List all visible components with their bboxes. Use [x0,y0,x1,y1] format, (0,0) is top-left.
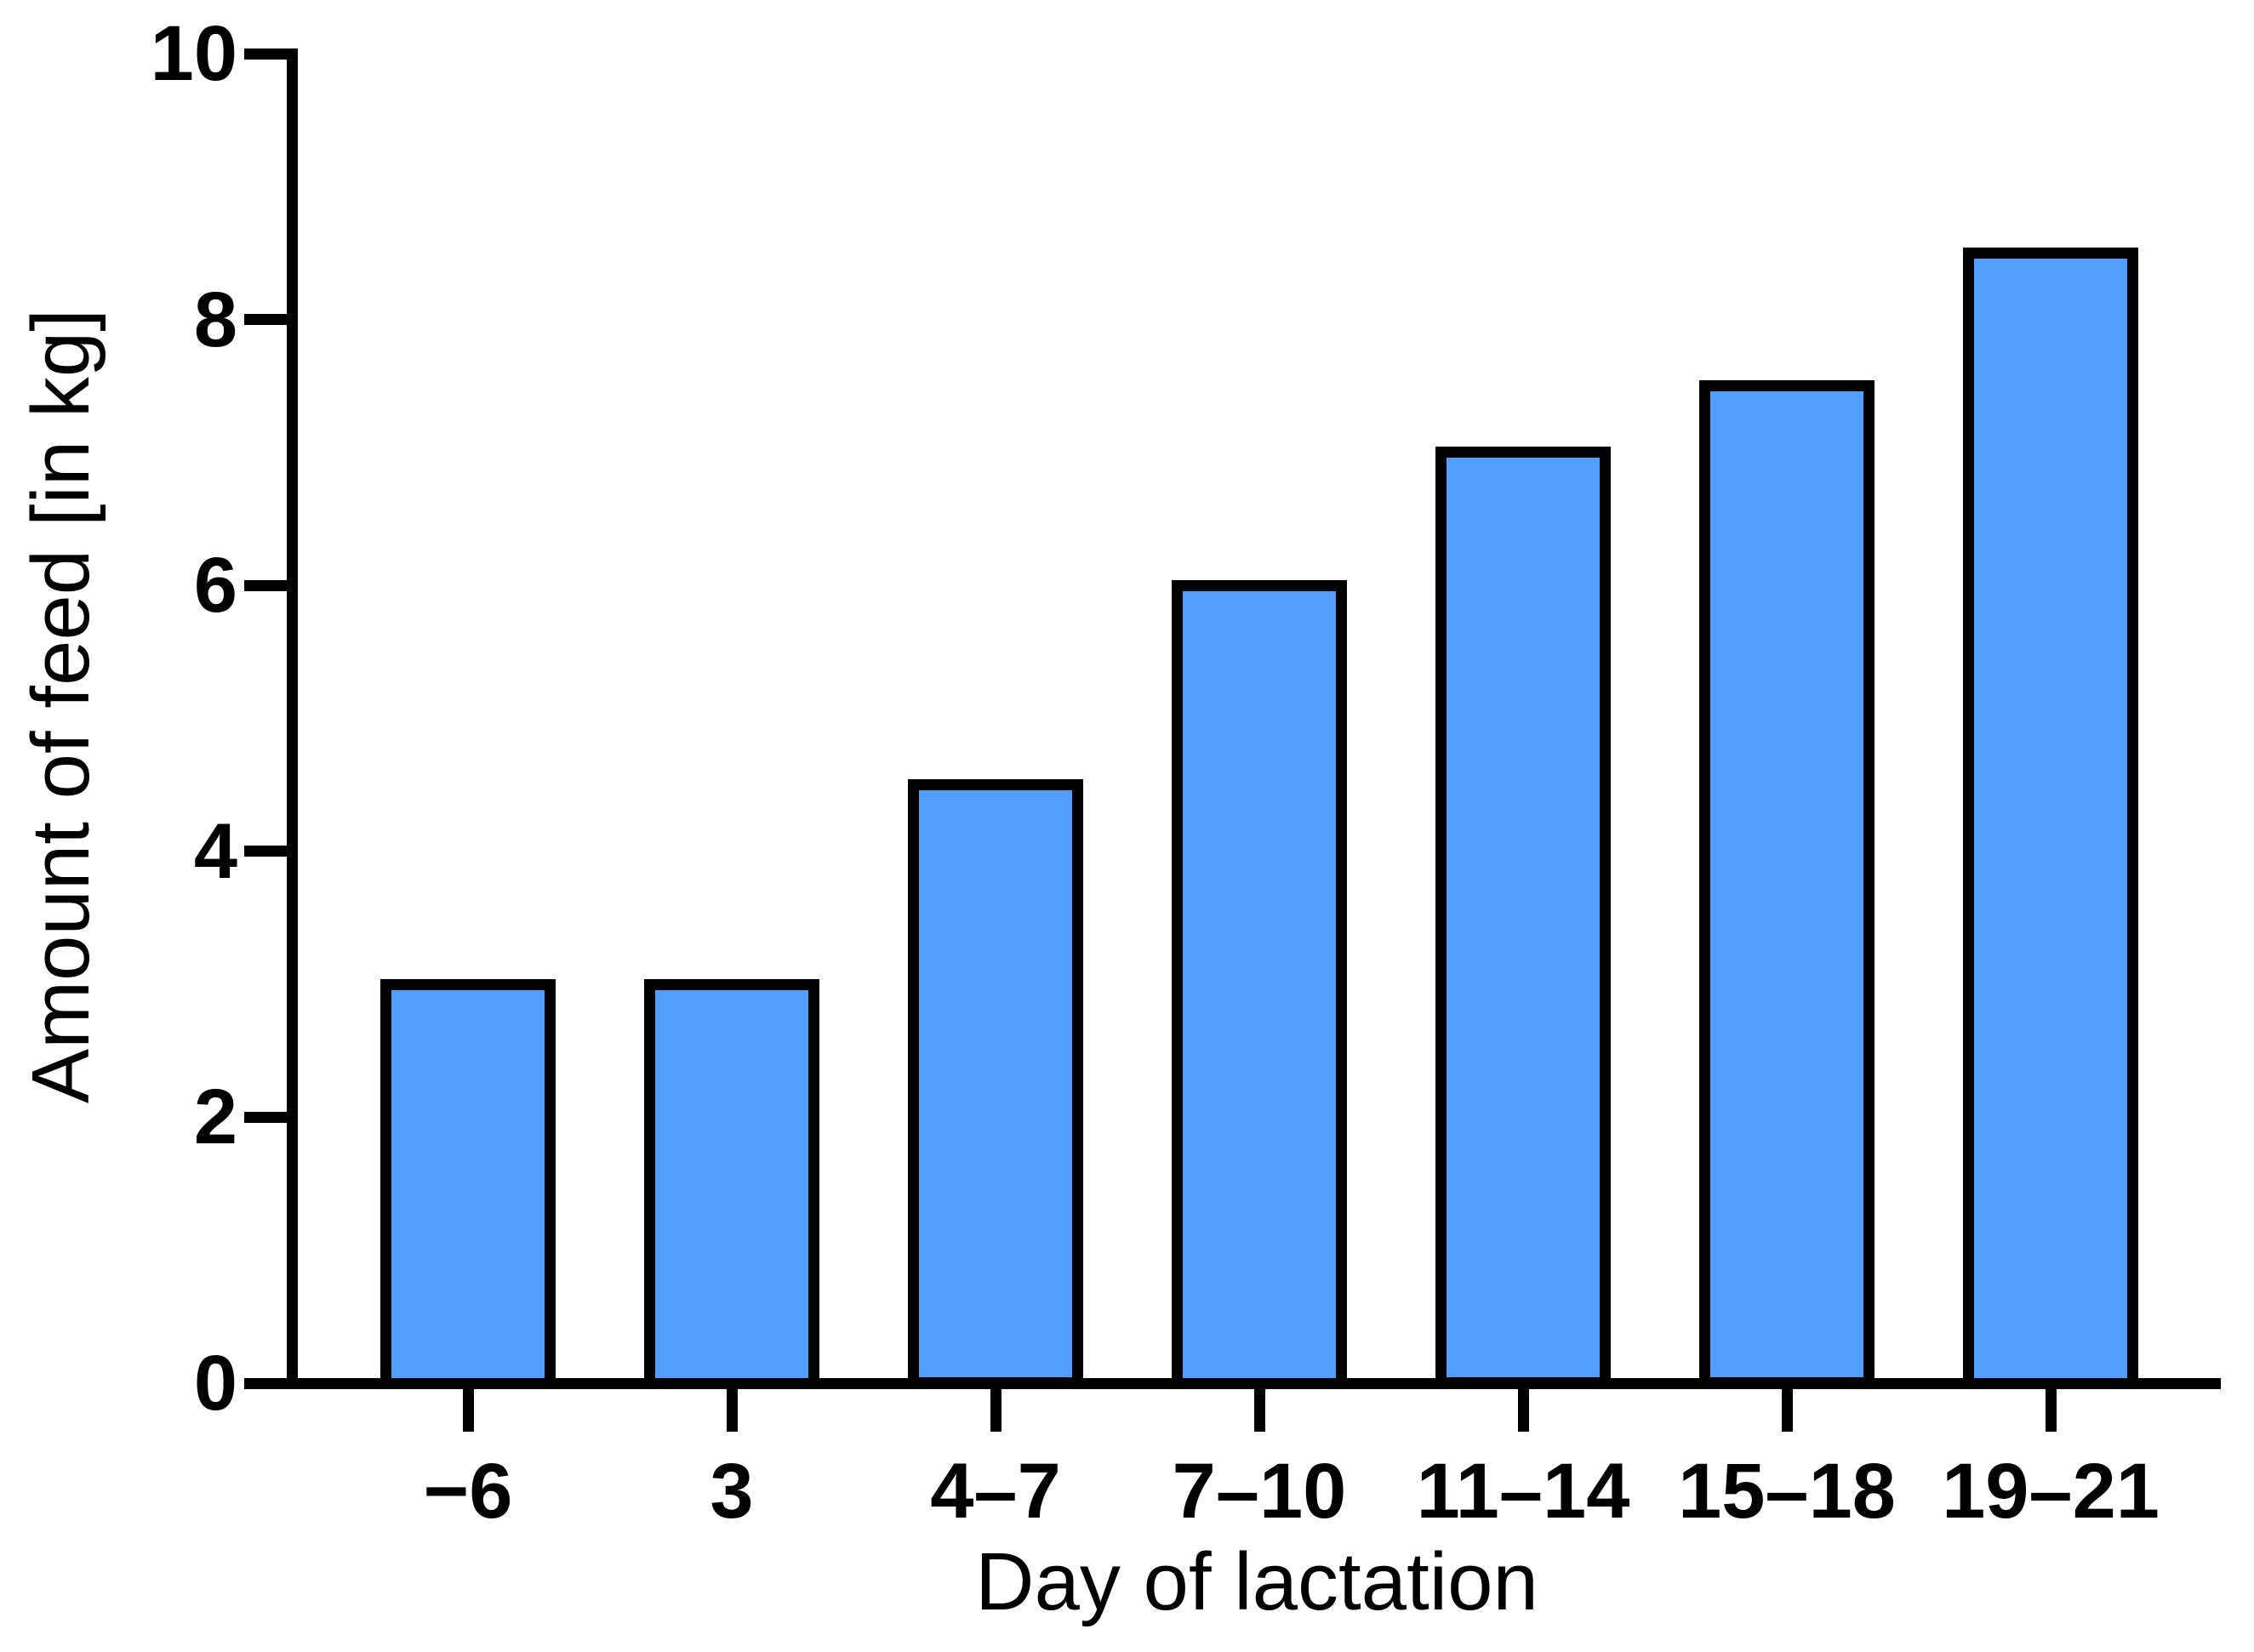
bar-19–21 [1963,248,2138,1389]
x-tick [990,1389,1001,1432]
bar-4–7 [908,779,1083,1388]
x-tick-label: −6 [423,1448,513,1535]
y-tick [244,580,287,591]
x-tick [1254,1389,1265,1432]
x-tick-label: 19–21 [1942,1448,2160,1535]
x-tick [727,1389,738,1432]
y-tick-label: 0 [193,1340,237,1427]
x-tick-label: 3 [710,1448,754,1535]
x-tick [1782,1389,1793,1432]
y-tick-label: 6 [193,542,237,629]
y-tick [244,1112,287,1123]
y-axis-title: Amount of feed [in kg] [15,309,106,1103]
y-tick-label: 8 [193,276,237,363]
x-tick [2046,1389,2057,1432]
y-tick [244,314,287,325]
x-tick-label: 11–14 [1416,1448,1630,1535]
x-tick-label: 7–10 [1172,1448,1347,1535]
bar-7–10 [1172,580,1347,1389]
x-tick-label: 4–7 [930,1448,1061,1535]
bar-11–14 [1435,447,1611,1388]
y-tick [244,1378,287,1389]
y-tick [244,846,287,857]
x-axis-title: Day of lactation [975,1536,1538,1627]
y-tick-label: 2 [193,1074,237,1160]
bar-15–18 [1699,380,1875,1388]
y-axis-line [287,48,298,1389]
x-tick [1518,1389,1529,1432]
x-tick [463,1389,474,1432]
y-tick [244,48,287,60]
y-tick-label: 4 [193,808,237,895]
x-tick-label: 15–18 [1678,1448,1896,1535]
bar-−6 [380,979,556,1389]
y-tick-label: 10 [150,10,237,97]
bar-3 [644,979,819,1389]
